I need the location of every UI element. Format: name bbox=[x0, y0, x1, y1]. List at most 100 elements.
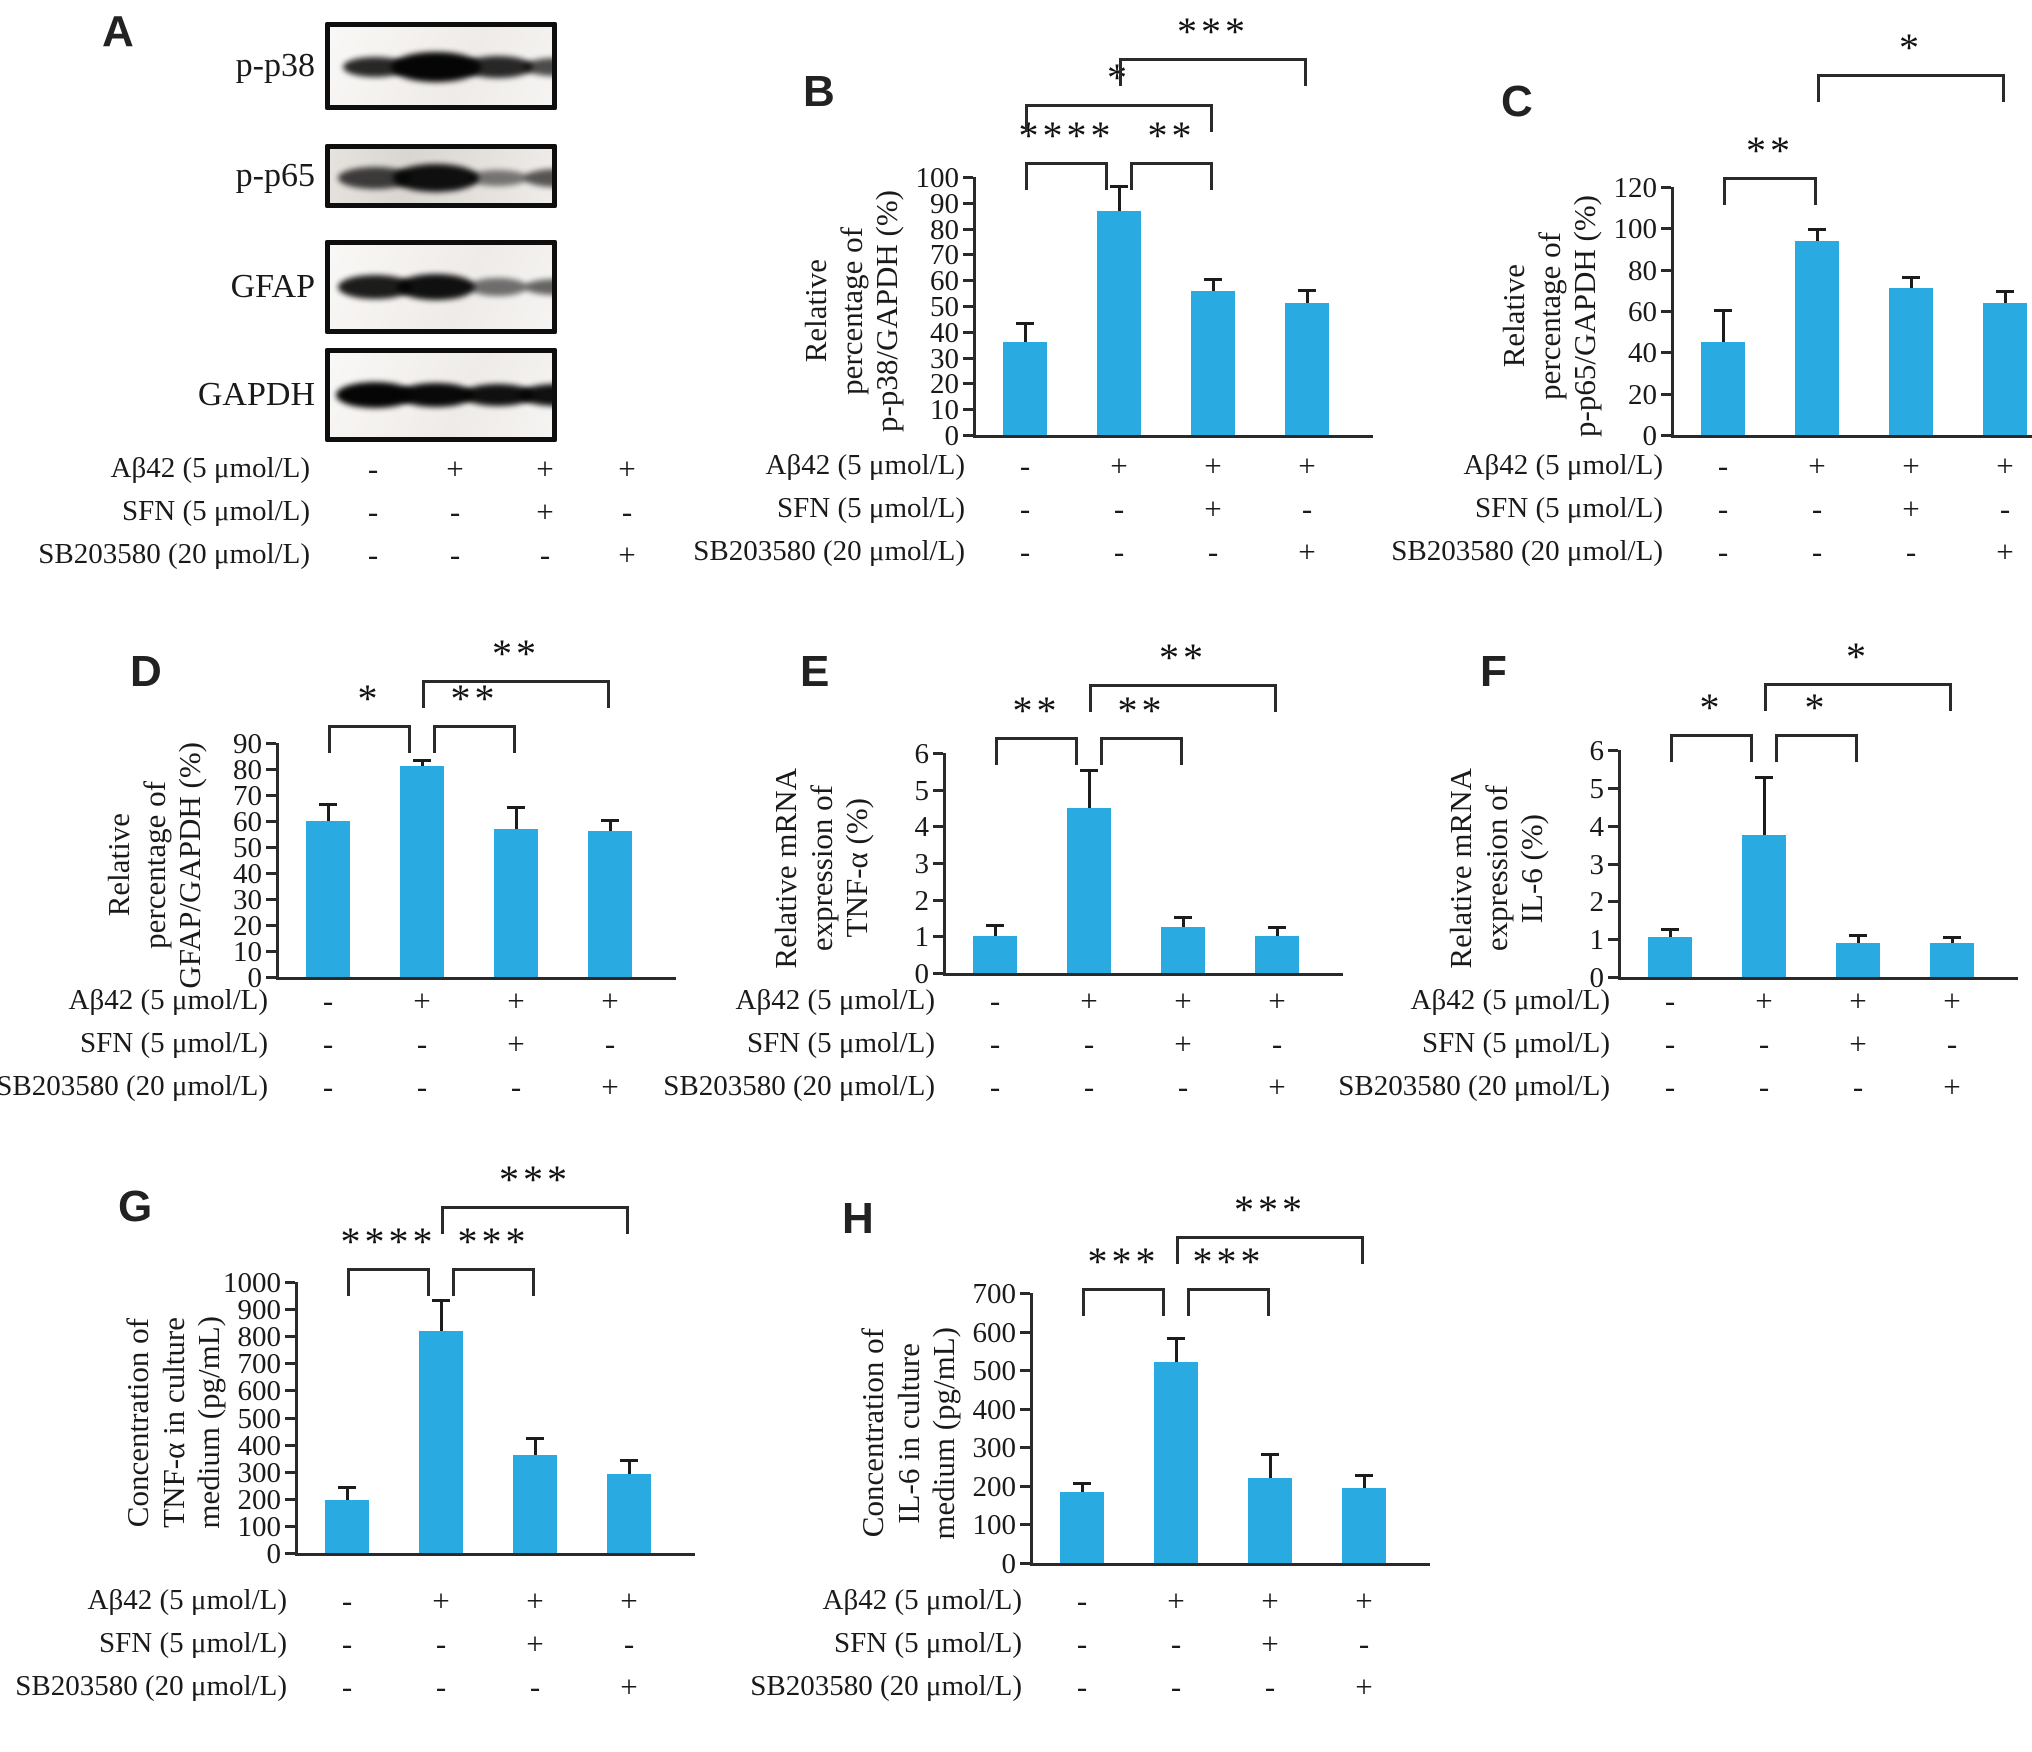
panel-f-bar-4 bbox=[1930, 942, 1974, 977]
panel-b-condition-value: - bbox=[1207, 534, 1219, 569]
panel-c-y-tick bbox=[1661, 186, 1671, 189]
blot-band bbox=[393, 163, 479, 192]
blot-band bbox=[468, 169, 528, 186]
panel-h-y-tick-label: 500 bbox=[972, 1355, 1017, 1388]
panel-e-sig-bracket bbox=[1089, 684, 1277, 687]
panel-f-sig-stars: * bbox=[1699, 685, 1724, 730]
panel-g-y-tick-label: 400 bbox=[237, 1429, 282, 1462]
panel-e-condition-row-label: Aβ42 (5 μmol/L) bbox=[735, 984, 935, 1016]
blot-label-p-p38: p-p38 bbox=[235, 47, 315, 84]
panel-g-error-bar-cap bbox=[620, 1458, 638, 1462]
panel-b-sig-bracket-leg bbox=[1025, 104, 1028, 132]
panel-e-y-tick bbox=[933, 972, 943, 975]
panel-b-y-tick bbox=[963, 279, 973, 283]
panel-h-error-bar-cap bbox=[1261, 1453, 1279, 1456]
panel-e-error-bar-cap bbox=[1174, 916, 1192, 919]
panel-c-y-tick-label: 120 bbox=[1613, 172, 1658, 204]
panel-e-error-bar-cap bbox=[1080, 769, 1098, 773]
panel-e-condition-value: + bbox=[1174, 1026, 1192, 1061]
panel-h-y-tick bbox=[1020, 1407, 1030, 1411]
panel-c-y-axis-label-line: percentage of bbox=[1531, 232, 1567, 400]
panel-f-letter: F bbox=[1480, 647, 1507, 696]
panel-h-error-bar-cap bbox=[1073, 1481, 1091, 1485]
panel-c-condition-value: - bbox=[1811, 491, 1823, 526]
panel-a-condition-value: - bbox=[621, 494, 633, 529]
panel-b-sig-bracket-leg bbox=[1025, 162, 1028, 190]
panel-d-error-bar bbox=[608, 821, 612, 832]
panel-c-y-tick-label: 100 bbox=[1613, 213, 1658, 246]
panel-e-condition-value: + bbox=[1174, 983, 1192, 1018]
panel-h-sig-stars: *** bbox=[1087, 1239, 1160, 1284]
panel-g-y-axis-label-line: TNF-α in culture bbox=[155, 1317, 191, 1528]
panel-g-sig-bracket bbox=[347, 1268, 430, 1271]
panel-a: A p-p38 p-p65 GFAP GAPDH Aβ42 (5 μmol/L) - + + +… bbox=[38, 8, 680, 608]
panel-g-condition-value: - bbox=[435, 1626, 447, 1661]
panel-e-y-tick-label: 2 bbox=[914, 884, 930, 917]
panel-b-y-tick bbox=[963, 227, 973, 231]
panel-c-condition-value: - bbox=[1999, 491, 2011, 526]
panel-g-y-tick-label: 900 bbox=[237, 1294, 282, 1327]
panel-b-y-tick-label: 50 bbox=[930, 291, 959, 323]
panel-b-condition-row-label: SFN (5 μmol/L) bbox=[777, 492, 965, 524]
panel-b-letter: B bbox=[803, 67, 835, 116]
panel-d-y-tick-label: 70 bbox=[233, 780, 262, 812]
panel-h-error-bar bbox=[1174, 1339, 1178, 1363]
panel-g-y-tick bbox=[285, 1389, 295, 1393]
panel-c-condition-value: + bbox=[1996, 534, 2014, 569]
panel-f-sig-bracket-leg bbox=[1670, 734, 1673, 762]
panel-g-y-tick-label: 200 bbox=[237, 1483, 282, 1516]
panel-f-condition-value: - bbox=[1664, 1026, 1676, 1061]
panel-h-error-bar-cap bbox=[1167, 1337, 1185, 1341]
blot-band bbox=[463, 55, 533, 78]
panel-e-bar-3 bbox=[1161, 927, 1205, 973]
panel-h-error-bar bbox=[1080, 1483, 1084, 1492]
panel-g-y-axis-label: Concentration of TNF-α in culture medium (… bbox=[107, 1237, 227, 1608]
panel-d-sig-bracket bbox=[328, 725, 411, 728]
panel-g-sig-stars: *** bbox=[499, 1157, 571, 1202]
panel-a-condition-value: + bbox=[446, 451, 464, 486]
panel-d-y-tick bbox=[266, 794, 276, 797]
panel-h-condition-value: + bbox=[1355, 1669, 1373, 1704]
panel-a-condition-value: - bbox=[367, 494, 379, 529]
panel-h-bar-4 bbox=[1342, 1487, 1386, 1563]
panel-c-y-axis bbox=[1671, 187, 1674, 438]
panel-g-letter: G bbox=[118, 1182, 153, 1231]
panel-e-y-tick-label: 4 bbox=[914, 811, 930, 844]
panel-a-condition-value: + bbox=[536, 494, 554, 529]
panel-h-y-tick-label: 700 bbox=[972, 1278, 1017, 1310]
panel-b-sig-bracket bbox=[1025, 162, 1108, 165]
panel-d-error-bar bbox=[514, 808, 518, 829]
panel-d-condition-value: + bbox=[601, 983, 619, 1018]
panel-h-y-tick-label: 600 bbox=[972, 1316, 1017, 1349]
panel-b-y-tick bbox=[963, 253, 973, 257]
panel-f-y-tick bbox=[1608, 749, 1618, 752]
panel-g-condition-value: + bbox=[620, 1669, 638, 1704]
panel-b-condition-value: + bbox=[1298, 534, 1316, 569]
panel-g-y-tick-label: 500 bbox=[237, 1402, 282, 1435]
panel-a-condition-value: + bbox=[618, 537, 636, 572]
panel-h-y-tick-label: 0 bbox=[1001, 1548, 1017, 1580]
panel-d-y-axis bbox=[276, 743, 279, 980]
panel-c-error-bar bbox=[1721, 311, 1725, 342]
panel-g-bar-2 bbox=[419, 1330, 463, 1553]
panel-e-y-axis-label-line: Relative mRNA bbox=[768, 767, 804, 969]
panel-c-sig-bracket bbox=[1817, 74, 2005, 77]
panel-b-sig-bracket bbox=[1025, 104, 1213, 107]
panel-h: H Concentration of IL-6 in culture medium … bbox=[750, 1172, 1482, 1752]
panel-c-condition-value: + bbox=[1902, 491, 1920, 526]
panel-e-y-tick-label: 3 bbox=[914, 848, 930, 880]
panel-e-condition-value: - bbox=[989, 1026, 1001, 1061]
panel-f-y-axis-label-line: expression of bbox=[1478, 785, 1514, 952]
panel-d-bar-2 bbox=[400, 766, 444, 977]
panel-h-sig-bracket-leg bbox=[1267, 1288, 1270, 1316]
panel-d-sig-bracket-leg bbox=[422, 680, 425, 708]
panel-b-y-tick-label: 40 bbox=[930, 316, 959, 349]
panel-a-condition-row-label: SFN (5 μmol/L) bbox=[122, 495, 310, 527]
panel-f-sig-stars: * bbox=[1846, 634, 1870, 679]
panel-b-y-tick-label: 100 bbox=[915, 162, 960, 194]
panel-f-sig-bracket-leg bbox=[1750, 734, 1753, 762]
panel-h-condition-value: - bbox=[1264, 1669, 1276, 1704]
panel-b-sig-stars: **** bbox=[1018, 113, 1115, 158]
panel-h-y-axis-label: Concentration of IL-6 in culture medium (p… bbox=[842, 1248, 962, 1618]
panel-d-error-bar-cap bbox=[413, 759, 431, 763]
